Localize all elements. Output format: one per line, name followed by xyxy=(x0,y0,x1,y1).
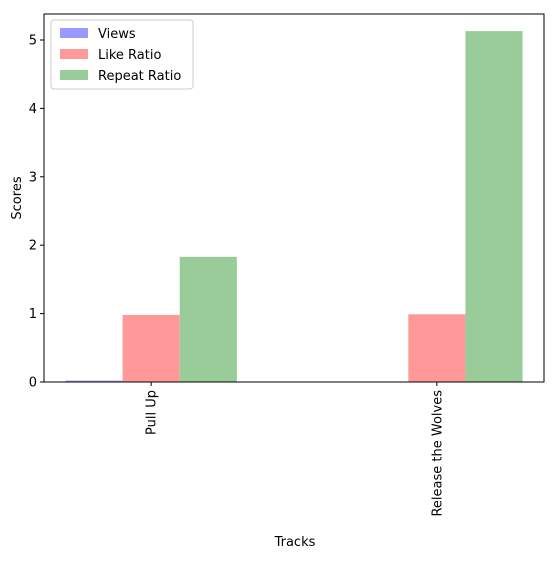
bar xyxy=(465,31,523,382)
legend-swatch xyxy=(60,70,88,80)
y-tick-label: 2 xyxy=(29,239,37,254)
y-tick-label: 0 xyxy=(29,376,37,391)
x-axis-label: Tracks xyxy=(274,535,316,550)
legend-label: Like Ratio xyxy=(98,48,161,63)
y-tick-label: 1 xyxy=(29,307,37,322)
y-axis: 0 1 2 3 4 5 xyxy=(29,33,44,391)
legend: Views Like Ratio Repeat Ratio xyxy=(50,19,194,90)
y-axis-label: Scores xyxy=(10,176,25,219)
legend-swatch xyxy=(60,28,88,38)
x-tick-label: Release the Wolves xyxy=(430,390,445,517)
bar xyxy=(122,314,180,382)
x-axis: Pull Up Release the Wolves xyxy=(145,382,445,517)
bar xyxy=(179,256,237,382)
legend-swatch xyxy=(60,49,88,59)
legend-label: Views xyxy=(98,27,136,42)
y-tick-label: 3 xyxy=(29,170,37,185)
plot-frame xyxy=(43,13,545,383)
x-tick-label: Pull Up xyxy=(145,390,160,435)
legend-label: Repeat Ratio xyxy=(98,69,181,84)
bars-layer xyxy=(65,31,523,382)
bar xyxy=(408,314,466,382)
y-tick-label: 4 xyxy=(29,102,37,117)
y-tick-label: 5 xyxy=(29,33,37,48)
bar xyxy=(65,380,123,382)
